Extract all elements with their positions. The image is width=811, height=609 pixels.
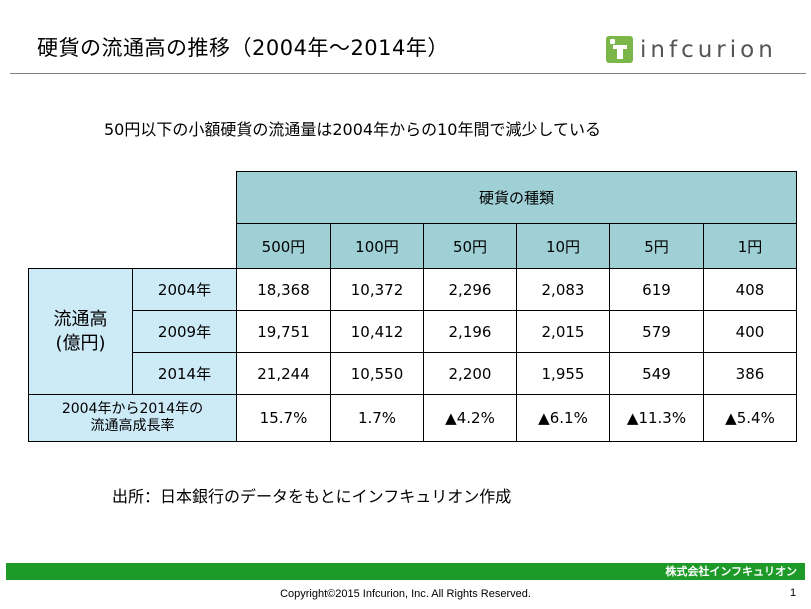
title-divider <box>10 73 806 74</box>
circulation-row-group-label: 流通高 (億円) <box>28 268 133 395</box>
page-number: 1 <box>790 587 797 599</box>
table-cell: 2,200 <box>423 352 517 395</box>
table-cell: 21,244 <box>236 352 331 395</box>
table-cell: 408 <box>703 268 797 311</box>
table-cell: 386 <box>703 352 797 395</box>
table-cell: 2,296 <box>423 268 517 311</box>
coin-header: 5円 <box>609 223 704 269</box>
table-cell: 18,368 <box>236 268 331 311</box>
table-cell: 1,955 <box>516 352 610 395</box>
year-label: 2009年 <box>132 310 237 353</box>
table-cell: 400 <box>703 310 797 353</box>
growth-cell: 1.7% <box>330 394 424 442</box>
coin-header: 500円 <box>236 223 331 269</box>
footer-company: 株式会社インフキュリオン <box>665 565 797 578</box>
headline: 50円以下の小額硬貨の流通量は2004年からの10年間で減少している <box>104 120 601 139</box>
growth-cell: ▲4.2% <box>423 394 517 442</box>
table-cell: 549 <box>609 352 704 395</box>
table-cell: 2,196 <box>423 310 517 353</box>
table-row: 2009年 19,751 10,412 2,196 2,015 579 400 <box>29 310 797 353</box>
table-cell: 619 <box>609 268 704 311</box>
table-cell: 579 <box>609 310 704 353</box>
table-row: 2014年 21,244 10,550 2,200 1,955 549 386 <box>29 352 797 395</box>
growth-cell: ▲5.4% <box>703 394 797 442</box>
growth-cell: 15.7% <box>236 394 331 442</box>
year-label: 2004年 <box>132 268 237 311</box>
logo-text: infcurion <box>640 36 777 63</box>
source-note: 出所：日本銀行のデータをもとにインフキュリオン作成 <box>112 487 512 506</box>
coin-header: 10円 <box>516 223 610 269</box>
table-row: 2004年から2014年の 流通高成長率 15.7% 1.7% ▲4.2% ▲6.… <box>28 394 797 442</box>
table-cell: 10,550 <box>330 352 424 395</box>
table-cell: 10,372 <box>330 268 424 311</box>
table-cell: 10,412 <box>330 310 424 353</box>
year-label: 2014年 <box>132 352 237 395</box>
coin-header: 50円 <box>423 223 517 269</box>
coin-type-header: 硬貨の種類 <box>236 171 797 224</box>
company-logo: infcurion <box>606 36 777 63</box>
slide-title: 硬貨の流通高の推移（2004年～2014年） <box>37 36 449 60</box>
growth-cell: ▲11.3% <box>609 394 704 442</box>
infcurion-logo-icon <box>606 36 633 63</box>
growth-cell: ▲6.1% <box>516 394 610 442</box>
table-row: 流通高 (億円) 2004年 18,368 10,372 2,296 2,083 … <box>28 268 797 395</box>
table-cell: 2,083 <box>516 268 610 311</box>
coin-circulation-table: 硬貨の種類 500円 100円 50円 10円 5円 1円 流通高 (億円) 20… <box>28 171 797 442</box>
coin-header: 100円 <box>330 223 424 269</box>
growth-rate-label: 2004年から2014年の 流通高成長率 <box>28 394 237 442</box>
table-cell: 2,015 <box>516 310 610 353</box>
table-cell: 19,751 <box>236 310 331 353</box>
copyright: Copyright©2015 Infcurion, Inc. All Right… <box>280 588 531 600</box>
coin-header: 1円 <box>703 223 797 269</box>
footer-bar: 株式会社インフキュリオン <box>6 563 805 580</box>
